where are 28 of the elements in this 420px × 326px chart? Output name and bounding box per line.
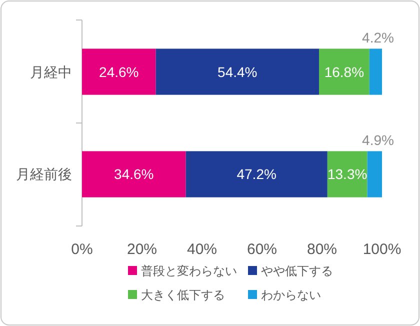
data-label: 47.2% — [236, 166, 276, 182]
y-tick-label: 月経中 — [30, 64, 72, 80]
x-tick-label: 0% — [71, 241, 93, 258]
legend-label: 大きく低下する — [141, 288, 225, 302]
legend-label: わからない — [261, 288, 321, 302]
bar — [186, 151, 328, 198]
data-label: 4.2% — [362, 30, 394, 46]
data-label: 13.3% — [328, 166, 368, 182]
data-label: 34.6% — [114, 166, 154, 182]
bar — [369, 48, 382, 95]
legend-label: 普段と変わらない — [141, 264, 237, 278]
x-tick-label: 80% — [306, 241, 338, 258]
x-tick-label: 60% — [246, 241, 278, 258]
bar — [156, 48, 319, 95]
bar — [327, 151, 368, 198]
bar — [82, 48, 156, 95]
bar — [319, 48, 370, 95]
bar — [367, 151, 382, 198]
bar — [82, 151, 186, 198]
legend-label: やや低下する — [261, 264, 333, 278]
data-label: 4.9% — [362, 132, 394, 148]
data-label: 54.4% — [218, 64, 258, 80]
y-tick-label: 月経前後 — [16, 166, 72, 182]
data-label: 24.6% — [99, 64, 139, 80]
x-tick-label: 100% — [362, 241, 402, 258]
data-label: 16.8% — [324, 64, 364, 80]
x-tick-label: 20% — [126, 241, 158, 258]
x-tick-label: 40% — [186, 241, 218, 258]
